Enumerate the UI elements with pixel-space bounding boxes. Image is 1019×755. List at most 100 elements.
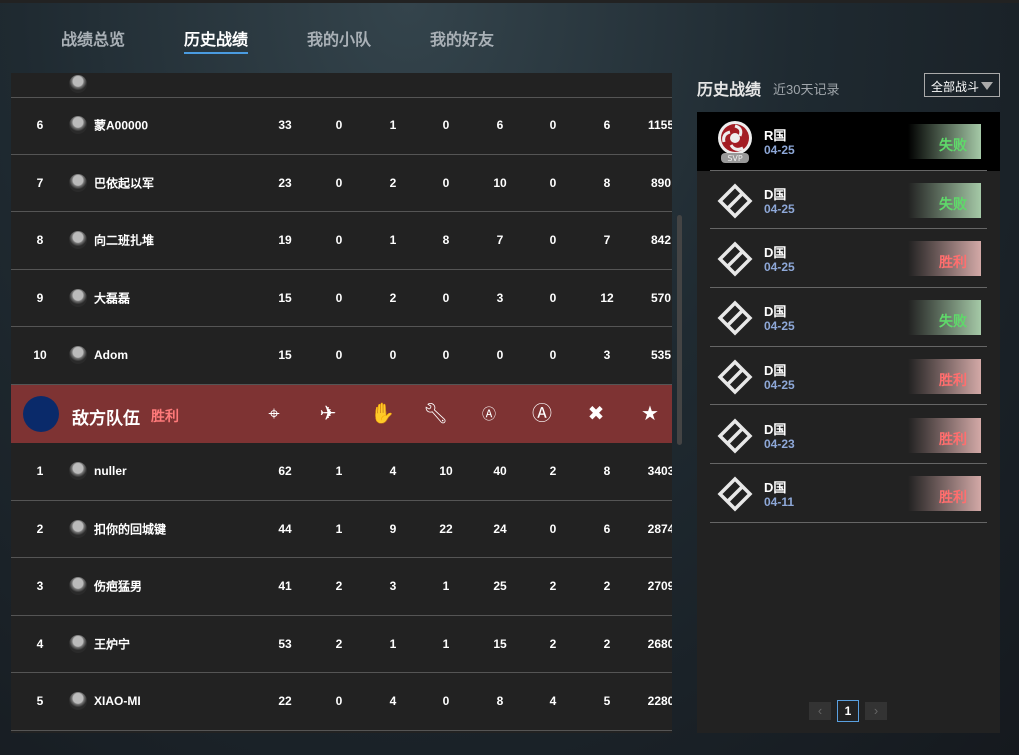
player-name[interactable]: 大磊磊 bbox=[94, 291, 131, 306]
stat-3: 0 bbox=[442, 118, 450, 133]
avatar bbox=[69, 173, 87, 192]
stat-6: 8 bbox=[603, 175, 611, 190]
stat-1: 0 bbox=[335, 233, 343, 248]
stat-2: 4 bbox=[389, 694, 397, 709]
stat-7: 1155 bbox=[647, 118, 672, 133]
battle-filter-dropdown[interactable]: 全部战斗 bbox=[924, 73, 1000, 97]
table-row: 5 XIAO-MI 22 0 4 0 8 4 5 2280 bbox=[11, 673, 672, 731]
stat-4: 8 bbox=[496, 694, 504, 709]
faction-name: R国 bbox=[764, 128, 787, 143]
faction-name: D国 bbox=[764, 421, 787, 437]
stat-4: 6 bbox=[496, 118, 504, 133]
tab-overview[interactable]: 战绩总览 bbox=[61, 32, 126, 49]
prev-page-button[interactable]: ‹ bbox=[809, 702, 831, 720]
pagination: ‹ 1 › bbox=[697, 700, 1000, 724]
svg-text:SVP: SVP bbox=[727, 154, 743, 163]
avatar bbox=[69, 231, 87, 250]
stat-1: 1 bbox=[335, 464, 343, 479]
d-emblem-icon bbox=[717, 300, 753, 336]
shield-a-icon: Ⓐ bbox=[482, 406, 496, 422]
tab-friends[interactable]: 我的好友 bbox=[430, 32, 495, 49]
match-date: 04-25 bbox=[764, 143, 795, 157]
stat-3: 0 bbox=[442, 348, 450, 363]
stat-2: 4 bbox=[389, 464, 397, 479]
table-scrollbar[interactable] bbox=[677, 215, 682, 445]
table-row: 4 王炉宁 53 2 1 1 15 2 2 2680 bbox=[11, 616, 672, 673]
star-icon: ★ bbox=[641, 403, 659, 425]
player-name[interactable]: Adom bbox=[94, 348, 128, 363]
table-row: 8 向二班扎堆 19 0 1 8 7 0 7 842 bbox=[11, 212, 672, 270]
stat-0: 15 bbox=[278, 348, 292, 363]
stat-0: 41 bbox=[278, 579, 292, 594]
table-row: 6 蒙A00000 33 0 1 0 6 0 6 1155 bbox=[11, 97, 672, 155]
stat-4: 7 bbox=[496, 233, 504, 248]
stat-7: 2709 bbox=[647, 579, 672, 594]
avatar bbox=[69, 519, 87, 538]
stat-2: 9 bbox=[389, 521, 397, 536]
stat-0: 62 bbox=[278, 464, 292, 479]
tab-history[interactable]: 历史战绩 bbox=[184, 26, 249, 54]
stat-4: 25 bbox=[493, 579, 507, 594]
player-name[interactable]: 伤疤猛男 bbox=[94, 579, 143, 594]
divider bbox=[710, 521, 987, 523]
rank: 8 bbox=[36, 233, 44, 248]
player-name[interactable]: 王炉宁 bbox=[94, 637, 131, 652]
tab-squad[interactable]: 我的小队 bbox=[307, 32, 372, 49]
stat-5: 0 bbox=[549, 118, 557, 133]
divider bbox=[710, 345, 987, 347]
result-badge: 失败 bbox=[908, 124, 981, 159]
player-name[interactable]: 向二班扎堆 bbox=[94, 233, 155, 248]
stat-4: 40 bbox=[493, 464, 507, 479]
stat-0: 44 bbox=[278, 521, 292, 536]
filter-value: 全部战斗 bbox=[931, 80, 980, 94]
player-name[interactable]: 巴依起以军 bbox=[94, 176, 155, 191]
history-subtitle: 近30天记录 bbox=[773, 82, 840, 97]
faction-name: D国 bbox=[764, 245, 787, 261]
history-item[interactable]: SVP R国 04-25 失败 bbox=[697, 112, 1000, 171]
rank: 10 bbox=[33, 348, 47, 363]
d-emblem-icon bbox=[717, 183, 753, 219]
rank: 3 bbox=[36, 579, 44, 594]
divider bbox=[710, 287, 987, 289]
next-page-button[interactable]: › bbox=[865, 702, 887, 720]
history-item[interactable]: D国 04-25 胜利 bbox=[697, 347, 1000, 406]
stat-0: 15 bbox=[278, 290, 292, 305]
result-badge: 胜利 bbox=[908, 241, 981, 277]
result-badge: 胜利 bbox=[908, 476, 981, 512]
stat-0: 19 bbox=[278, 233, 292, 248]
stat-3: 1 bbox=[442, 636, 450, 651]
player-name[interactable]: 扣你的回城键 bbox=[94, 522, 167, 537]
history-item[interactable]: D国 04-25 失败 bbox=[697, 171, 1000, 230]
table-row-partial bbox=[11, 73, 672, 98]
stat-1: 1 bbox=[335, 521, 343, 536]
stat-7: 535 bbox=[650, 348, 672, 363]
stat-5: 0 bbox=[549, 233, 557, 248]
stat-4: 3 bbox=[496, 290, 504, 305]
crosshair-icon: ⌖ bbox=[268, 403, 280, 425]
avatar bbox=[69, 74, 87, 93]
history-item[interactable]: D国 04-25 胜利 bbox=[697, 229, 1000, 289]
faction-name: D国 bbox=[764, 186, 787, 202]
avatar bbox=[69, 462, 87, 481]
stat-5: 0 bbox=[549, 348, 557, 363]
player-name[interactable]: 蒙A00000 bbox=[94, 118, 149, 133]
stat-5: 0 bbox=[549, 521, 557, 536]
page-1-button[interactable]: 1 bbox=[837, 700, 859, 722]
history-item[interactable]: D国 04-23 胜利 bbox=[697, 406, 1000, 465]
player-name[interactable]: XIAO-MI bbox=[94, 694, 141, 709]
avatar bbox=[69, 634, 87, 653]
d-emblem-icon bbox=[717, 359, 753, 395]
table-row: 9 大磊磊 15 0 2 0 3 0 12 570 bbox=[11, 270, 672, 327]
stat-3: 8 bbox=[442, 233, 450, 248]
history-item[interactable]: D国 04-25 失败 bbox=[697, 288, 1000, 347]
match-date: 04-25 bbox=[764, 377, 795, 392]
stat-5: 0 bbox=[549, 175, 557, 190]
divider bbox=[710, 169, 987, 171]
stat-3: 0 bbox=[442, 290, 450, 305]
match-date: 04-25 bbox=[764, 319, 795, 334]
history-item[interactable]: D国 04-11 胜利 bbox=[697, 464, 1000, 523]
avatar bbox=[69, 577, 87, 596]
stat-6: 2 bbox=[603, 579, 611, 594]
stat-1: 0 bbox=[335, 348, 343, 363]
player-name[interactable]: nuller bbox=[94, 464, 127, 479]
